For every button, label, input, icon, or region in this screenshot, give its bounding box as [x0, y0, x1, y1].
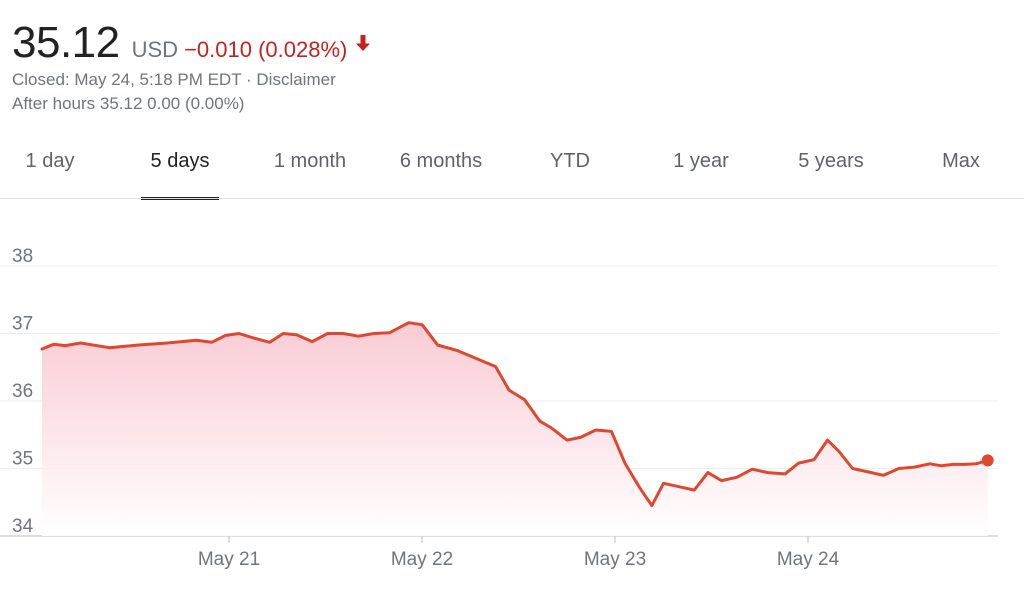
- closed-status: Closed: May 24, 5:18 PM EDT · Disclaimer: [12, 70, 336, 89]
- y-tick-label: 36: [12, 381, 33, 402]
- x-tick-label: May 24: [777, 549, 840, 570]
- price-area-fill: [42, 322, 988, 536]
- tab-1-year[interactable]: 1 year: [673, 150, 729, 172]
- tab-ytd[interactable]: YTD: [550, 150, 590, 172]
- tab-5-days[interactable]: 5 days: [150, 150, 210, 172]
- price-change: −0.010 (0.028%): [184, 37, 348, 62]
- tab-1-month[interactable]: 1 month: [273, 150, 347, 172]
- current-price: 35.12: [12, 18, 120, 67]
- tab-1-day[interactable]: 1 day: [25, 150, 75, 172]
- tab-5-years[interactable]: 5 years: [798, 150, 864, 172]
- currency-label: USD: [131, 37, 179, 62]
- x-tick-label: May 23: [584, 549, 646, 570]
- quote-header: 35.12 USD −0.010 (0.028%): [12, 18, 371, 68]
- tab-max[interactable]: Max: [942, 150, 980, 172]
- last-price-dot: [981, 454, 994, 467]
- tabs-divider: [0, 198, 1024, 199]
- y-tick-label: 37: [12, 314, 33, 335]
- after-hours-status: After hours 35.12 0.00 (0.00%): [12, 94, 245, 113]
- y-tick-label: 38: [12, 246, 33, 267]
- range-tabs: 1 day 5 days 1 month 6 months YTD 1 year…: [0, 136, 1024, 200]
- y-tick-label: 35: [12, 449, 33, 470]
- tab-6-months[interactable]: 6 months: [399, 150, 483, 172]
- x-tick-label: May 21: [198, 549, 260, 570]
- arrow-down-icon: [356, 35, 371, 51]
- x-tick-label: May 22: [391, 549, 453, 570]
- y-tick-label: 34: [12, 516, 34, 537]
- price-line: [40, 321, 990, 508]
